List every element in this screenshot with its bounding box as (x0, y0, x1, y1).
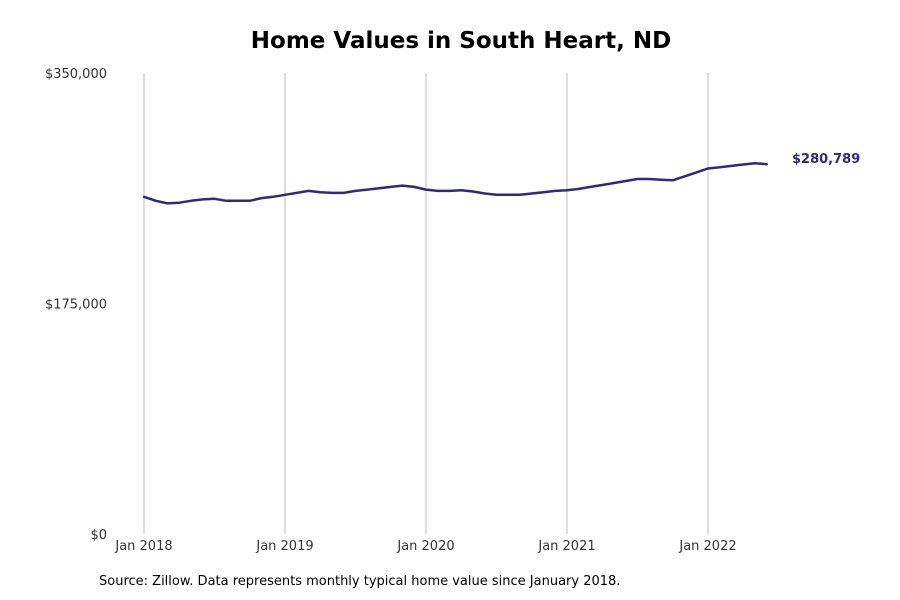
series-line (142, 161, 769, 205)
end-label-layer: $280,789 (792, 152, 860, 167)
y-axis-ticks: $0 $175,000 $350,000 (45, 67, 107, 543)
x-tick-label: Jan 2020 (396, 539, 454, 554)
y-tick-label: $175,000 (45, 298, 107, 313)
x-tick-label: Jan 2021 (537, 539, 595, 554)
chart-title: Home Values in South Heart, ND (250, 28, 672, 54)
y-tick-label: $350,000 (45, 67, 107, 82)
x-axis-ticks: Jan 2018 Jan 2019 Jan 2020 Jan 2021 Jan 2022 (114, 539, 736, 554)
end-value-label: $280,789 (792, 152, 860, 167)
series-layer (142, 161, 769, 205)
y-tick-label: $0 (90, 528, 107, 543)
x-tick-label: Jan 2022 (678, 539, 736, 554)
x-tick-label: Jan 2019 (255, 539, 313, 554)
x-tick-label: Jan 2018 (114, 539, 172, 554)
grid-lines (143, 73, 709, 534)
source-note: Source: Zillow. Data represents monthly … (99, 574, 621, 589)
